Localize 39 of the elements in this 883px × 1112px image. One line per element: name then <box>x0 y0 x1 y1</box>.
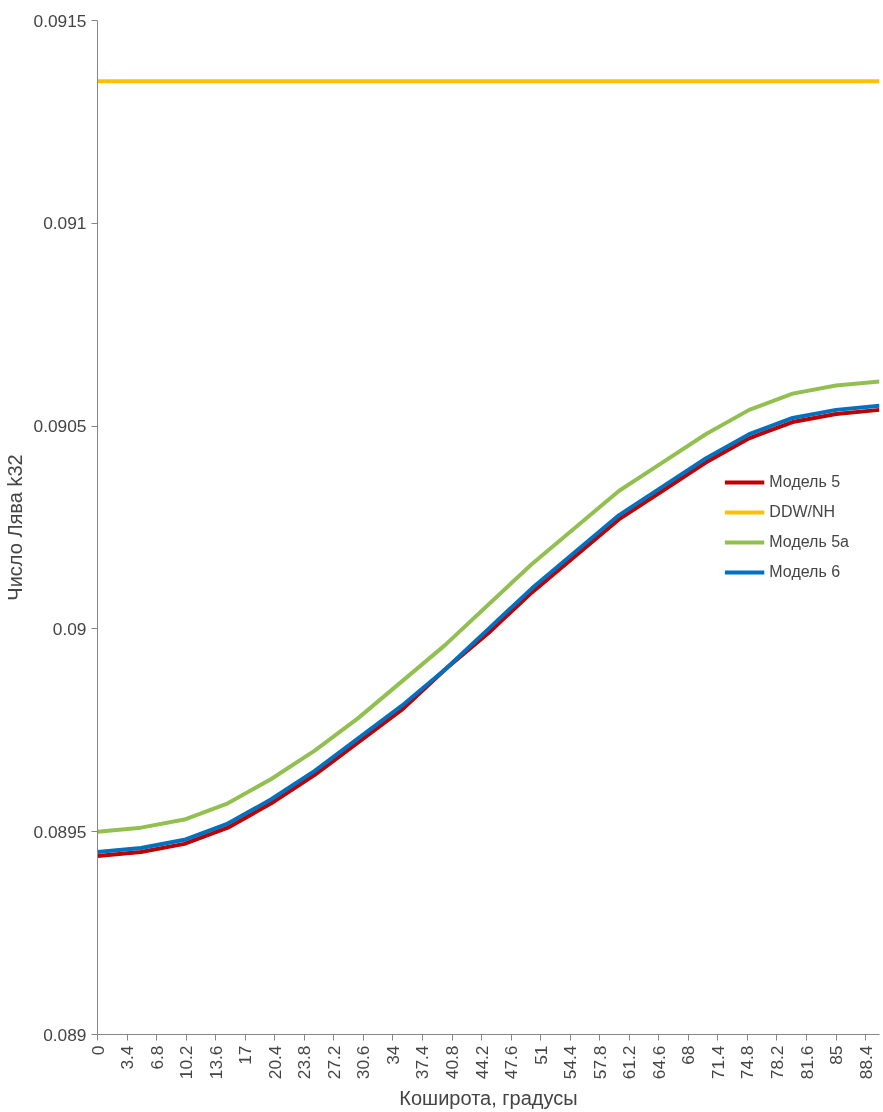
x-tick-label: 78.2 <box>766 1045 787 1080</box>
x-tick-label: 57.8 <box>589 1045 610 1080</box>
y-tick-label: 0.091 <box>43 213 87 234</box>
x-tick-label: 27.2 <box>323 1045 344 1080</box>
x-tick-label: 23.8 <box>294 1045 315 1080</box>
y-tick-label: 0.089 <box>43 1024 87 1045</box>
x-tick-label: 6.8 <box>146 1045 167 1070</box>
x-tick-label: 64.6 <box>648 1045 669 1080</box>
y-tick-label: 0.0915 <box>33 10 87 31</box>
x-tick-label: 85 <box>826 1045 847 1065</box>
x-tick-label: 51 <box>530 1045 551 1065</box>
legend-label: Модель 6 <box>769 563 841 581</box>
x-tick-label: 0 <box>87 1045 108 1056</box>
x-tick-label: 34 <box>382 1045 403 1065</box>
x-tick-label: 30.6 <box>353 1045 374 1080</box>
legend-label: Модель 5 <box>769 473 841 491</box>
x-tick-label: 74.8 <box>737 1045 758 1080</box>
y-tick-label: 0.0905 <box>33 416 87 437</box>
x-tick-label: 54.4 <box>560 1045 581 1080</box>
x-tick-label: 40.8 <box>442 1045 463 1080</box>
y-tick-label: 0.0895 <box>33 821 87 842</box>
legend-label: Модель 5a <box>769 533 849 551</box>
x-tick-label: 61.2 <box>619 1045 640 1080</box>
y-tick-label: 0.09 <box>52 618 87 639</box>
x-tick-label: 3.4 <box>117 1045 138 1070</box>
x-tick-label: 17 <box>235 1045 256 1065</box>
x-tick-label: 47.6 <box>501 1045 522 1080</box>
x-axis-title: Коширота, градусы <box>399 1087 578 1110</box>
x-tick-label: 37.4 <box>412 1045 433 1080</box>
x-tick-label: 10.2 <box>176 1045 197 1080</box>
x-tick-label: 88.4 <box>855 1045 876 1080</box>
x-tick-label: 44.2 <box>471 1045 492 1080</box>
x-tick-label: 13.6 <box>205 1045 226 1080</box>
legend-label: DDW/NH <box>769 503 836 521</box>
y-axis-title: Число Лява k32 <box>3 454 26 601</box>
x-tick-label: 71.4 <box>707 1045 728 1080</box>
x-tick-label: 81.6 <box>796 1045 817 1080</box>
x-tick-label: 20.4 <box>264 1045 285 1080</box>
x-tick-label: 68 <box>678 1045 699 1065</box>
